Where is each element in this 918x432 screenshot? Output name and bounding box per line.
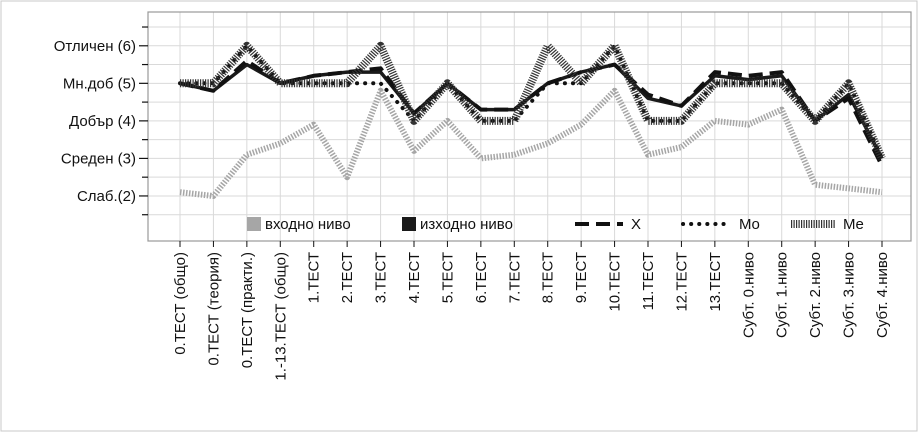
x-tick-label: 6.ТЕСТ (473, 252, 490, 303)
plot-frame (147, 11, 912, 242)
x-tick-label: 8.ТЕСТ (540, 252, 557, 303)
x-tick-label: 3.ТЕСТ (373, 252, 390, 303)
legend-label-x: X (631, 216, 641, 233)
x-tick-label: 4.ТЕСТ (406, 252, 423, 303)
y-tick-label: Мн.доб (5) (63, 75, 136, 92)
legend-swatch-input (247, 217, 261, 231)
x-tick-label: 12.ТЕСТ (673, 252, 690, 312)
legend-label-me: Me (843, 216, 864, 233)
x-tick-label: 2.ТЕСТ (339, 252, 356, 303)
x-tick-label: 7.ТЕСТ (506, 252, 523, 303)
x-tick-label: Субт. 0.ниво (740, 252, 757, 338)
series-line-input (179, 87, 883, 199)
x-tick-label: 0.ТЕСТ (теория) (205, 252, 222, 366)
y-tick-label: Среден (3) (61, 150, 136, 167)
y-tick-label: Отличен (6) (54, 38, 136, 55)
x-tick-label: Субт. 2.ниво (807, 252, 824, 338)
x-tick-label: Субт. 1.ниво (774, 252, 791, 338)
legend-label-mo: Mo (739, 216, 760, 233)
y-tick-label: Добър (4) (69, 113, 136, 130)
legend-label-output: изходно ниво (420, 216, 513, 233)
x-tick-label: 0.ТЕСТ (практи.) (239, 252, 256, 368)
x-tick-label: 5.ТЕСТ (439, 252, 456, 303)
y-tick-label: Слаб.(2) (77, 188, 136, 205)
x-tick-label: 13.ТЕСТ (707, 252, 724, 312)
x-tick-label: Субт. 4.ниво (874, 252, 891, 338)
x-tick-label: 11.ТЕСТ (640, 252, 657, 310)
legend-swatch-output (402, 217, 416, 231)
x-tick-label: 0.ТЕСТ (общо) (172, 252, 189, 355)
series-line-me (180, 41, 886, 161)
x-tick-label: Субт. 3.ниво (841, 252, 858, 338)
x-tick-label: 10.ТЕСТ (607, 252, 624, 312)
x-tick-label: 9.ТЕСТ (573, 252, 590, 303)
x-tick-label: 1.-13.ТЕСТ (общо) (272, 252, 289, 381)
legend-label-input: входно ниво (265, 216, 351, 233)
x-tick-label: 1.ТЕСТ (306, 252, 323, 303)
